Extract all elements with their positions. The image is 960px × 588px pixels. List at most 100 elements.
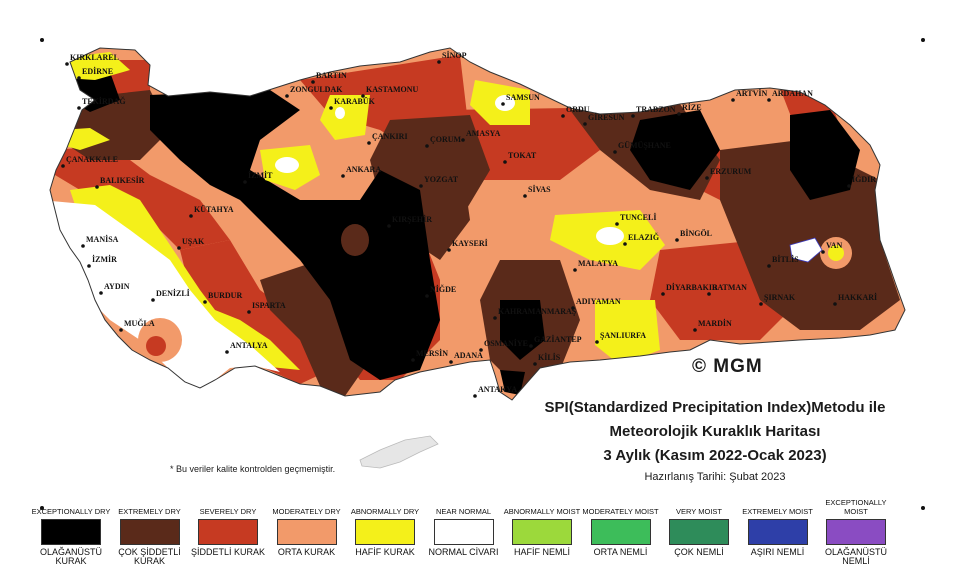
city-label: MARDİN bbox=[698, 318, 732, 328]
city-dot bbox=[571, 306, 575, 310]
legend-item: EXCEPTIONALLY DRY OLAĞANÜSTÜ KURAK bbox=[30, 494, 112, 566]
city-dot bbox=[767, 98, 771, 102]
legend-english-label: EXCEPTIONALLY MOIST bbox=[825, 498, 887, 516]
legend-swatch bbox=[590, 519, 651, 545]
legend-english-label: MODERATELY MOIST bbox=[582, 507, 659, 516]
city-label: İZMİT bbox=[248, 170, 273, 180]
city-label: GÜMÜŞHANE bbox=[618, 141, 671, 150]
city-dot bbox=[623, 242, 627, 246]
map-title-block: SPI(Standardized Precipitation Index)Met… bbox=[470, 396, 960, 486]
city-label: KAHRAMANMARAŞ bbox=[498, 307, 577, 316]
city-dot bbox=[493, 316, 497, 320]
title-line-2: Meteorolojik Kuraklık Haritası bbox=[609, 423, 821, 440]
quality-note: * Bu veriler kalite kontrolden geçmemişt… bbox=[170, 464, 336, 474]
city-dot bbox=[573, 268, 577, 272]
city-dot bbox=[65, 62, 69, 66]
city-label: GAZİANTEP bbox=[534, 334, 582, 344]
city-label: MUĞLA bbox=[124, 318, 155, 328]
legend-swatch bbox=[747, 519, 808, 545]
city-label: BİNGÖL bbox=[680, 228, 712, 238]
legend-turkish-label: ORTA NEMLİ bbox=[593, 547, 648, 557]
city-dot bbox=[821, 250, 825, 254]
city-dot bbox=[675, 238, 679, 242]
city-label: NİĞDE bbox=[430, 284, 456, 294]
lake-van bbox=[789, 237, 823, 263]
city-label: TUNCELİ bbox=[620, 212, 656, 222]
city-dot bbox=[311, 80, 315, 84]
legend-swatch bbox=[119, 519, 180, 545]
city-label: GİRESUN bbox=[588, 112, 625, 122]
city-label: OSMANİYE bbox=[484, 338, 528, 348]
legend-item: EXTREMELY DRY ÇOK ŞİDDETLİ KURAK bbox=[109, 494, 191, 566]
legend-item: NEAR NORMAL NORMAL CİVARI bbox=[423, 494, 505, 557]
legend-english-label: EXTREMELY DRY bbox=[118, 507, 181, 516]
city-labels: SİNOP KIRKLAREL EDİRNE TEKİRDAĞ ÇANAKKALE BAL… bbox=[61, 50, 877, 398]
legend-english-label: NEAR NORMAL bbox=[435, 507, 491, 516]
city-dot bbox=[341, 174, 345, 178]
city-dot bbox=[151, 298, 155, 302]
title-line-1: SPI(Standardized Precipitation Index)Met… bbox=[544, 399, 886, 416]
legend-english-label: ABNORMALLY MOIST bbox=[503, 507, 581, 516]
city-dot bbox=[731, 98, 735, 102]
city-label: BİTLİS bbox=[772, 254, 799, 264]
city-dot bbox=[677, 112, 681, 116]
legend-item: MODERATELY MOIST ORTA NEMLİ bbox=[580, 494, 662, 557]
city-label: ANTAKYA bbox=[478, 385, 517, 394]
city-dot bbox=[425, 294, 429, 298]
city-label: ISPARTA bbox=[252, 301, 286, 310]
city-dot bbox=[437, 60, 441, 64]
copyright-mgm: © MGM bbox=[692, 356, 763, 377]
city-label: AMASYA bbox=[466, 129, 501, 138]
city-dot bbox=[225, 350, 229, 354]
city-label: ÇANAKKALE bbox=[66, 155, 118, 164]
city-label: TRABZON bbox=[636, 105, 676, 114]
city-label: DENİZLİ bbox=[156, 288, 190, 298]
city-dot bbox=[847, 184, 851, 188]
city-dot bbox=[529, 344, 533, 348]
city-dot bbox=[833, 302, 837, 306]
city-dot bbox=[425, 144, 429, 148]
city-label: KÜTAHYA bbox=[194, 205, 234, 214]
city-dot bbox=[243, 180, 247, 184]
city-label: UŞAK bbox=[182, 237, 205, 246]
city-dot bbox=[759, 302, 763, 306]
city-label: KASTAMONU bbox=[366, 85, 419, 94]
city-label: VAN bbox=[826, 241, 843, 250]
legend-english-label: VERY MOIST bbox=[676, 507, 722, 516]
city-label: ÇANKIRI bbox=[372, 132, 408, 141]
legend-turkish-label: ÇOK NEMLİ bbox=[674, 547, 724, 557]
legend-english-label: SEVERELY DRY bbox=[199, 507, 257, 516]
city-label: ERZURUM bbox=[710, 167, 752, 176]
city-label: HAKKARİ bbox=[838, 292, 877, 302]
city-dot bbox=[561, 114, 565, 118]
city-label: ZONGULDAK bbox=[290, 85, 343, 94]
city-dot bbox=[329, 106, 333, 110]
legend-item: VERY MOIST ÇOK NEMLİ bbox=[658, 494, 740, 557]
city-label: KIRŞEHİR bbox=[392, 214, 432, 224]
city-dot bbox=[247, 310, 251, 314]
city-dot bbox=[77, 76, 81, 80]
city-dot bbox=[449, 360, 453, 364]
legend-turkish-label: HAFİF NEMLİ bbox=[513, 547, 570, 557]
city-label: MALATYA bbox=[578, 259, 618, 268]
legend-swatch bbox=[198, 519, 258, 545]
city-dot bbox=[189, 214, 193, 218]
city-label: ADANA bbox=[454, 351, 483, 360]
legend-turkish-label: ÇOK ŞİDDETLİ KURAK bbox=[118, 547, 181, 566]
legend-turkish-label: HAFİF KURAK bbox=[355, 547, 415, 557]
city-label: KİLİS bbox=[538, 352, 561, 362]
city-dot bbox=[473, 394, 477, 398]
city-label: KAYSERİ bbox=[452, 238, 488, 248]
city-label: IĞDIR bbox=[852, 174, 876, 184]
legend-turkish-label: OLAĞANÜSTÜ NEMLİ bbox=[824, 547, 887, 566]
city-dot bbox=[479, 348, 483, 352]
legend-turkish-label: ŞİDDETLİ KURAK bbox=[190, 547, 266, 557]
city-label: ANTALYA bbox=[230, 341, 268, 350]
legend-swatch bbox=[512, 519, 572, 545]
city-dot bbox=[411, 358, 415, 362]
city-label: ELAZIĞ bbox=[628, 232, 659, 242]
legend-swatch bbox=[355, 519, 415, 545]
city-dot bbox=[81, 244, 85, 248]
